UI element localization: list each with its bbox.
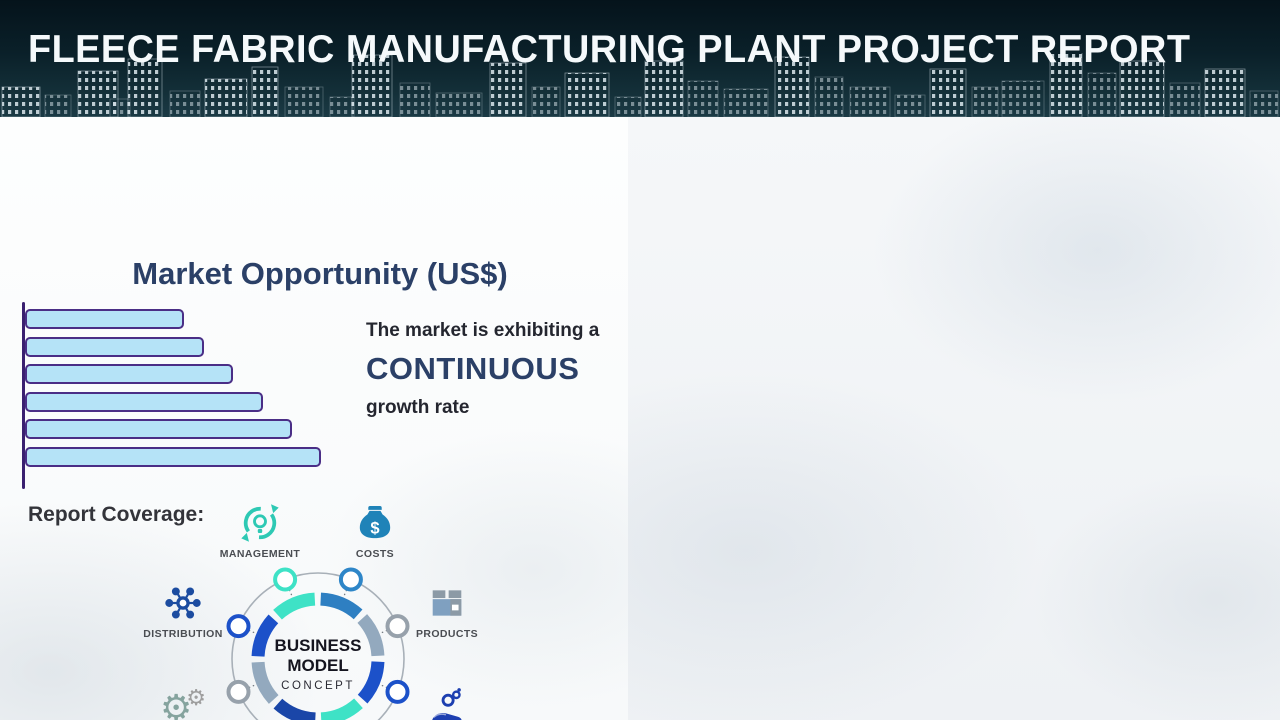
market-bar xyxy=(25,446,321,467)
header-banner: FLEECE FABRIC MANUFACTURING PLANT PROJEC… xyxy=(0,0,1280,117)
recycle-arrows-bulb-icon xyxy=(200,500,320,546)
coverage-item-management: MANAGEMENT xyxy=(200,500,320,560)
hand-coins-icon xyxy=(387,685,507,720)
market-bar xyxy=(25,309,184,329)
coverage-item-revenue: REVENUE xyxy=(387,685,507,720)
market-bar xyxy=(25,364,233,384)
market-bar xyxy=(25,336,204,357)
coverage-item-services: ⚙⚙ SERVICES xyxy=(123,685,243,720)
coverage-item-distribution: DISTRIBUTION xyxy=(123,580,243,640)
package-box-icon xyxy=(387,580,507,626)
city-skyline-icon xyxy=(1,53,1279,117)
business-model-line1: BUSINESS xyxy=(275,636,362,655)
market-bar-chart xyxy=(25,309,321,474)
growth-note-line1: The market is exhibiting a xyxy=(366,320,600,341)
growth-note-line2: growth rate xyxy=(366,397,470,418)
chart-axis xyxy=(22,302,25,489)
network-hub-icon xyxy=(123,580,243,626)
gears-icon: ⚙ ⚙ xyxy=(159,685,206,720)
market-bar xyxy=(25,419,292,439)
coverage-item-costs: $ COSTS xyxy=(315,500,435,560)
market-panel: Market Opportunity (US$) The market is e… xyxy=(0,117,628,720)
business-model-line3: CONCEPT xyxy=(281,680,355,692)
business-model-ring: BUSINESS MODEL CONCEPT xyxy=(226,567,410,720)
market-opportunity-title: Market Opportunity (US$) xyxy=(132,256,508,291)
page-title: FLEECE FABRIC MANUFACTURING PLANT PROJEC… xyxy=(28,28,1191,71)
coverage-item-products: PRODUCTS xyxy=(387,580,507,640)
report-coverage-label: Report Coverage: xyxy=(28,503,205,526)
growth-note: The market is exhibiting a CONTINUOUS gr… xyxy=(366,320,628,419)
svg-text:$: $ xyxy=(370,519,379,537)
money-bag-icon: $ xyxy=(315,500,435,546)
cost-model-panel: RiskManagement Valuation InformedDecisio… xyxy=(628,117,1280,720)
business-model-line2: MODEL xyxy=(287,656,348,675)
growth-note-emphasis: CONTINUOUS xyxy=(366,351,580,386)
market-bar xyxy=(25,391,263,412)
